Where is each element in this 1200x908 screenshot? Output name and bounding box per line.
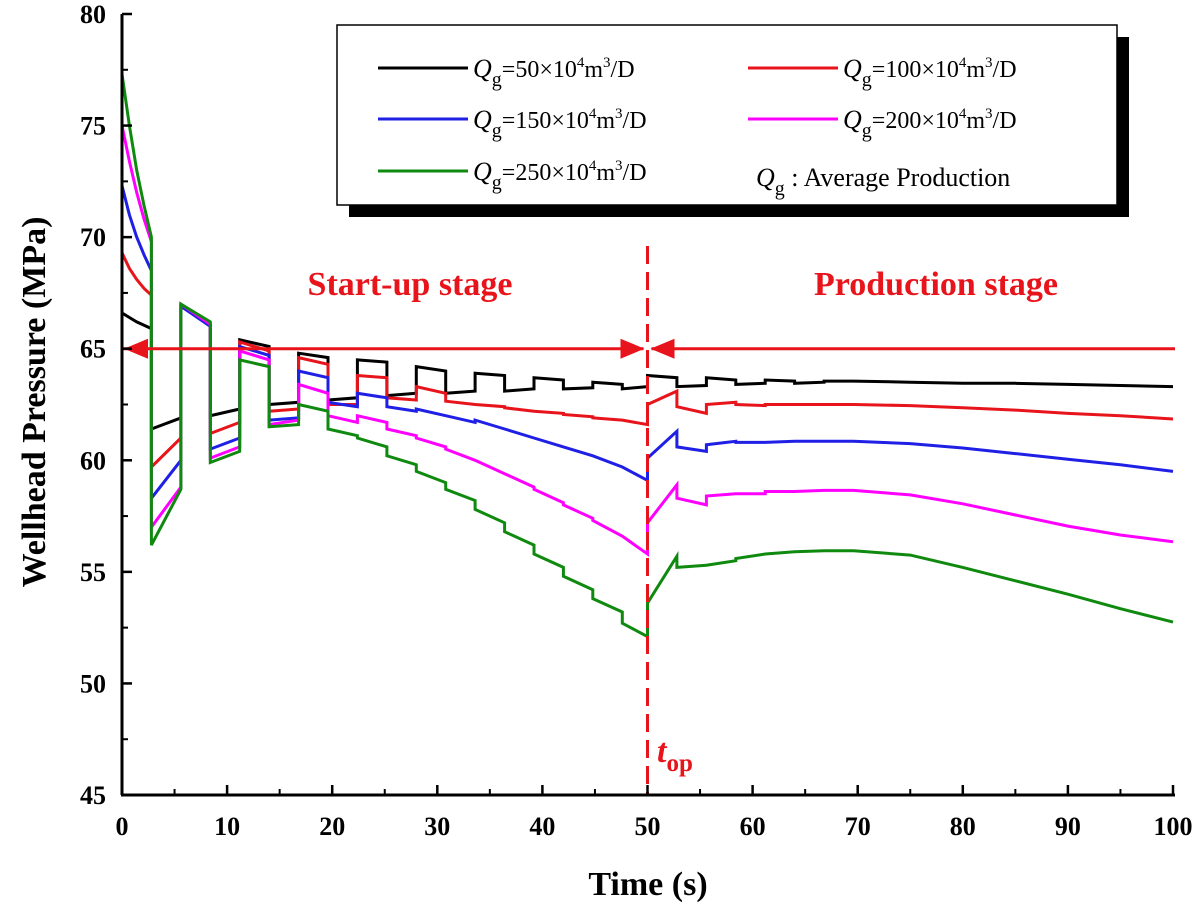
t-op-label: top [657, 733, 693, 777]
x-axis-title: Time (s) [588, 866, 707, 903]
legend-q-part: Q [843, 54, 862, 83]
legend-eq-part: =100×10 [872, 57, 959, 83]
y-tick-label: 50 [80, 669, 106, 698]
legend-unit-part: m [596, 160, 615, 186]
legend-unit-part: m [966, 57, 985, 83]
legend-q-part: Q [473, 105, 492, 134]
x-axis-ticks: 0 10 20 30 40 50 60 70 80 90 100 [116, 785, 1193, 841]
legend-unit-part: m [596, 108, 615, 134]
legend-label-5: Qg=250×104m3/D [473, 157, 647, 194]
annotation-layer: Start-up stage Production stage top [122, 246, 1175, 795]
y-tick-label: 80 [80, 0, 106, 29]
t-op-symbol: t [657, 733, 668, 770]
y-tick-label: 60 [80, 446, 106, 475]
legend-sup-part: 4 [577, 55, 585, 71]
legend-sup2-part: 3 [985, 106, 993, 122]
x-tick-label: 50 [635, 812, 661, 841]
y-tick-label: 45 [80, 781, 106, 810]
legend-tail-part: /D [623, 108, 647, 134]
legend-label-3: Qg=150×104m3/D [473, 105, 647, 142]
y-tick-label: 55 [80, 558, 106, 587]
series-line-5 [120, 73, 1174, 640]
x-tick-label: 90 [1055, 812, 1081, 841]
legend-unit-part: m [584, 57, 603, 83]
legend-sup-part: 4 [959, 106, 967, 122]
legend-sup-part: 4 [589, 158, 597, 174]
t-op-subscript: op [666, 750, 692, 777]
x-tick-label: 30 [424, 812, 450, 841]
legend-eq-part: =250×10 [502, 160, 589, 186]
y-tick-label: 65 [80, 335, 106, 364]
legend-eq-part: =200×10 [872, 108, 959, 134]
y-tick-label: 75 [80, 112, 106, 141]
legend-note-q: Q [756, 163, 775, 192]
y-axis-title: Wellhead Pressure (MPa) [16, 217, 53, 588]
x-tick-label: 20 [319, 812, 345, 841]
legend-box [336, 24, 1118, 206]
legend-tail-part: /D [611, 57, 635, 83]
legend-sup2-part: 3 [985, 55, 993, 71]
axes: 0 10 20 30 40 50 60 70 80 90 100 4550556065707580 … [16, 0, 1193, 903]
legend-q-part: Q [473, 54, 492, 83]
startup-stage-label: Start-up stage [308, 266, 513, 303]
x-tick-label: 70 [845, 812, 871, 841]
legend-label-4: Qg=200×104m3/D [843, 105, 1017, 142]
legend-tail-part: /D [993, 57, 1017, 83]
legend: Qg=50×104m3/D Qg=100×104m3/DQg=150×104m3/… [336, 24, 1129, 217]
legend-eq-part: =150×10 [502, 108, 589, 134]
x-tick-label: 40 [529, 812, 555, 841]
y-tick-label: 70 [80, 223, 106, 252]
legend-unit-part: m [966, 108, 985, 134]
legend-sub-part: g [862, 69, 872, 91]
legend-note-text: : Average Production [785, 163, 1011, 192]
legend-sub-part: g [862, 120, 872, 142]
legend-label-1: Qg=50×104m3/D [473, 54, 635, 91]
y-axis-ticks: 45 50 55 60 65 70 75 80 [80, 0, 132, 810]
legend-q-part: Q [473, 157, 492, 186]
legend-label-2: Qg=100×104m3/D [843, 54, 1017, 91]
legend-sub-part: g [492, 120, 502, 142]
legend-q-part: Q [843, 105, 862, 134]
arrow-head-left-end [124, 338, 148, 359]
arrow-head-divider-left [620, 338, 645, 359]
legend-sup2-part: 3 [615, 158, 623, 174]
x-tick-label: 0 [116, 812, 129, 841]
legend-note: Qg : Average Production [756, 163, 1010, 200]
legend-sup2-part: 3 [615, 106, 623, 122]
legend-sup2-part: 3 [603, 55, 611, 71]
x-tick-label: 80 [950, 812, 976, 841]
x-tick-label: 100 [1154, 812, 1193, 841]
legend-sup-part: 4 [589, 106, 597, 122]
legend-tail-part: /D [993, 108, 1017, 134]
legend-note-sub: g [775, 178, 785, 200]
legend-sub-part: g [492, 172, 502, 194]
series-line-1 [121, 303, 1174, 432]
legend-tail-part: /D [623, 160, 647, 186]
legend-eq-part: =50×10 [502, 57, 577, 83]
arrow-head-divider-right [650, 338, 675, 359]
x-tick-label: 60 [740, 812, 766, 841]
legend-sub-part: g [492, 69, 502, 91]
x-tick-label: 10 [214, 812, 240, 841]
legend-sup-part: 4 [959, 55, 967, 71]
series-layer [120, 73, 1174, 640]
production-stage-label: Production stage [814, 266, 1058, 303]
